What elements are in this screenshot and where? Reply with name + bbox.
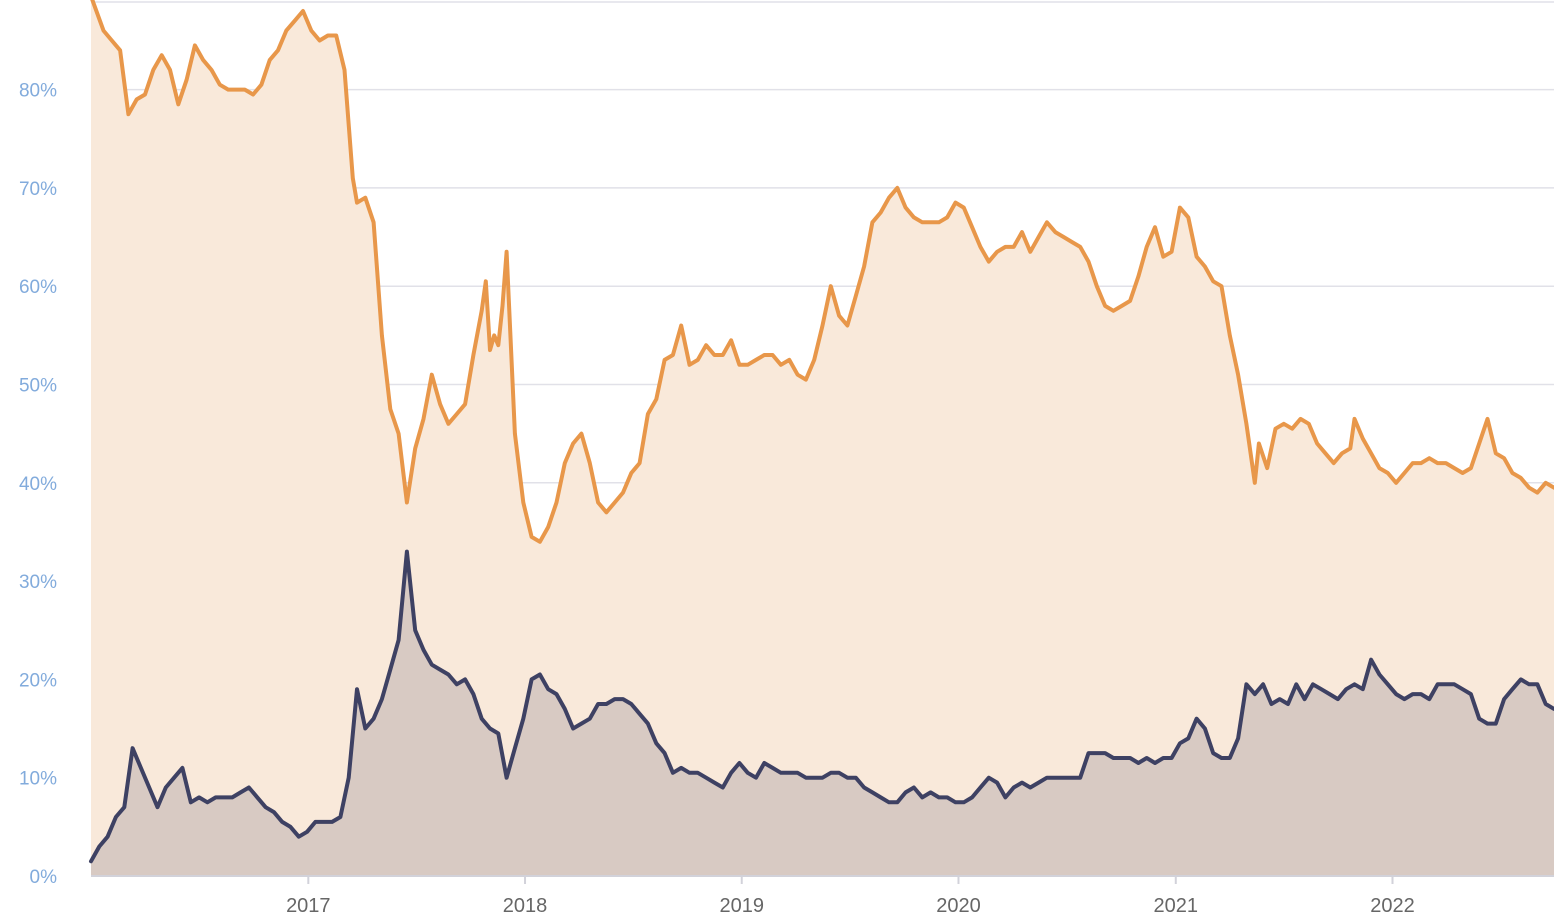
- y-tick-label: 30%: [19, 572, 57, 593]
- x-tick-label: 2017: [286, 895, 331, 917]
- y-tick-label: 70%: [19, 179, 57, 200]
- x-tick-label: 2019: [720, 895, 765, 917]
- y-tick-label: 10%: [19, 769, 57, 790]
- y-tick-label: 60%: [19, 277, 57, 298]
- x-tick-label: 2018: [503, 895, 548, 917]
- series-lines: [89, 0, 1554, 864]
- x-tick-label: 2020: [936, 895, 981, 917]
- series-line-2: [89, 549, 1554, 864]
- y-tick-label: 0%: [30, 867, 58, 888]
- x-tick-label: 2021: [1154, 895, 1199, 917]
- series-areas: [91, 0, 1554, 876]
- y-tick-label: 50%: [19, 376, 57, 397]
- y-tick-label: 40%: [19, 474, 57, 495]
- y-tick-label: 20%: [19, 670, 57, 691]
- series-area-2: [91, 551, 1554, 876]
- y-tick-label: 80%: [19, 81, 57, 102]
- axes: 0% 10% 20% 30% 40% 50% 60% 70% 80% 2017 2018 2019 20…: [19, 81, 1554, 917]
- x-tick-label: 2022: [1370, 895, 1415, 917]
- series-line-1: [90, 0, 1554, 544]
